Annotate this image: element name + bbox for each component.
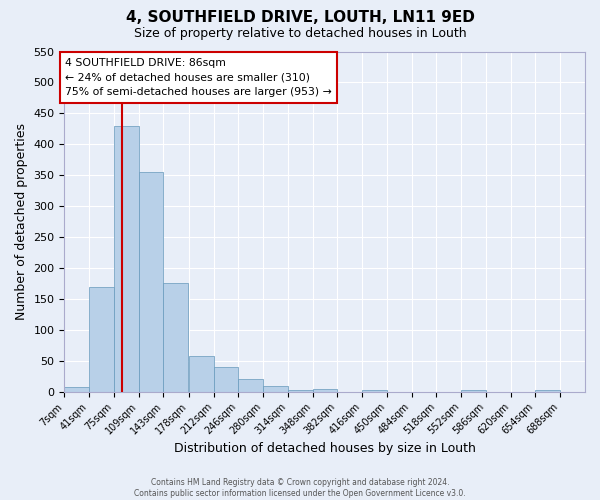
Bar (139, 172, 163, 392)
Text: 4, SOUTHFIELD DRIVE, LOUTH, LN11 9ED: 4, SOUTHFIELD DRIVE, LOUTH, LN11 9ED (125, 10, 475, 25)
Y-axis label: Number of detached properties: Number of detached properties (15, 123, 28, 320)
Bar (189, 356, 214, 392)
Bar (288, 390, 313, 392)
Bar (362, 390, 387, 392)
Bar (214, 367, 238, 392)
X-axis label: Distribution of detached houses by size in Louth: Distribution of detached houses by size … (174, 442, 476, 455)
Text: 4 SOUTHFIELD DRIVE: 86sqm
← 24% of detached houses are smaller (310)
75% of semi: 4 SOUTHFIELD DRIVE: 86sqm ← 24% of detac… (65, 58, 332, 98)
Bar (461, 390, 486, 392)
Bar (535, 390, 560, 392)
Bar (114, 126, 139, 392)
Bar (263, 386, 288, 392)
Bar (163, 284, 188, 392)
Bar (313, 388, 337, 392)
Bar (64, 387, 89, 392)
Text: Size of property relative to detached houses in Louth: Size of property relative to detached ho… (134, 28, 466, 40)
Bar (89, 286, 114, 392)
Bar (238, 380, 263, 392)
Text: Contains HM Land Registry data © Crown copyright and database right 2024.
Contai: Contains HM Land Registry data © Crown c… (134, 478, 466, 498)
